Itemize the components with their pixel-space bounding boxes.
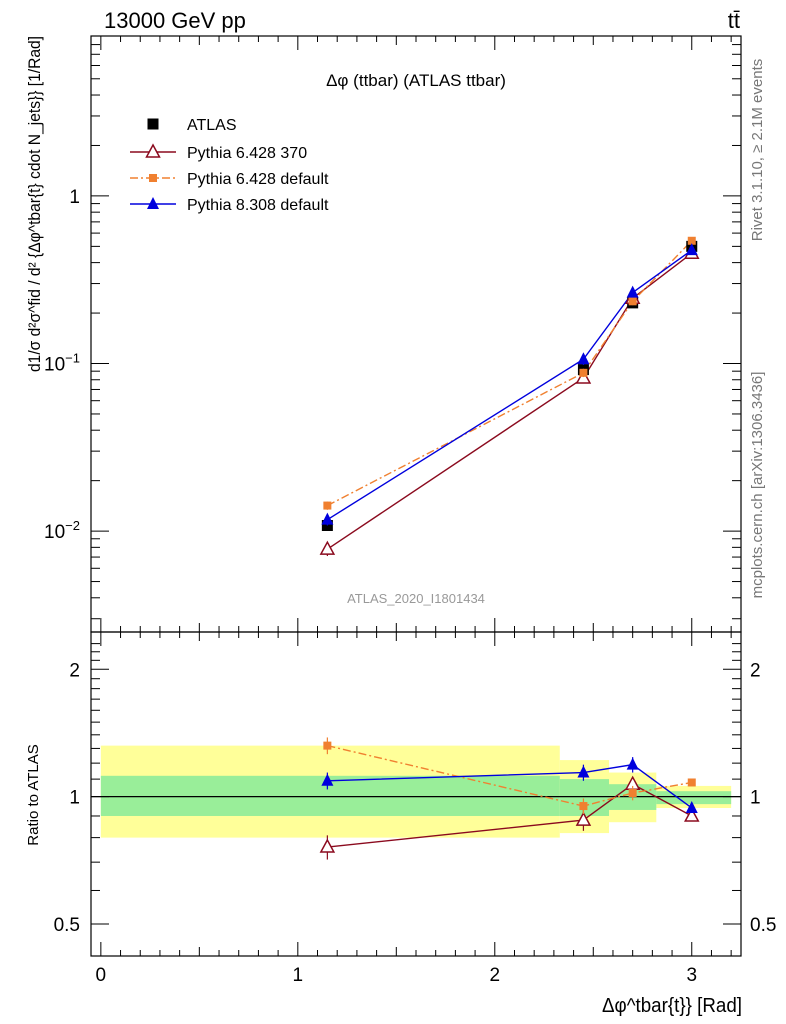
ratio-point (628, 788, 637, 797)
analysis-watermark: ATLAS_2020_I1801434 (347, 591, 485, 606)
data-point (628, 297, 637, 306)
x-axis-label: Δφ^tbar{t}} [Rad] (602, 995, 742, 1017)
y-tick-label-right: 2 (750, 660, 761, 681)
ratio-point (683, 807, 700, 822)
y-tick-label-right: 0.5 (750, 915, 776, 936)
y-tick-label: 0.5 (54, 915, 80, 936)
legend-label: Pythia 8.308 default (187, 197, 329, 214)
chart-title: Δφ (ttbar) (ATLAS ttbar) (326, 71, 506, 90)
y-tick-label-base: 10 (44, 355, 65, 376)
ratio-point (575, 811, 592, 826)
data-point (626, 285, 639, 298)
ratio-series-line (327, 763, 693, 809)
data-point (319, 540, 336, 555)
data-point (685, 243, 698, 256)
data-point (323, 501, 332, 510)
legend-marker (147, 197, 159, 209)
ratio-series-line (327, 744, 692, 807)
data-point (577, 352, 590, 365)
legend-marker (145, 143, 161, 158)
data-point (321, 512, 334, 525)
series-line (326, 249, 693, 521)
series-line (326, 252, 693, 550)
y-tick-label-exponent: −1 (65, 351, 80, 366)
series-line (327, 240, 693, 507)
y-tick-label-base: 1 (69, 187, 80, 208)
data-point (687, 236, 696, 245)
ratio-point (687, 778, 696, 787)
ratio-frame (90, 631, 742, 957)
legend-marker (149, 174, 157, 182)
rivet-version-label: Rivet 3.1.10, ≥ 2.1M events (749, 59, 766, 242)
ratio-series-line (327, 783, 693, 848)
ratio-plot-panel: 0.5 0.5 1 1 2 2 0 1 2 3 Ratio to ATLAS Δφ^tbar{t}} … (25, 631, 776, 1017)
y-tick-label: 1 (69, 187, 80, 208)
ratio-point (626, 757, 639, 770)
legend-label: Pythia 6.428 default (187, 171, 329, 188)
ratio-point (577, 765, 590, 778)
data-point (579, 368, 588, 377)
source-label: mcplots.cern.ch [arXiv:1306.3436] (749, 372, 766, 599)
y-tick-label: 10−1 (44, 351, 80, 376)
y-tick-label-exponent: −2 (65, 518, 80, 533)
legend-label: Pythia 6.428 370 (187, 145, 307, 162)
ratio-y-axis-label: Ratio to ATLAS (25, 744, 42, 845)
x-tick-label: 0 (96, 965, 107, 986)
ratio-point (321, 773, 334, 786)
y-tick-label: 1 (69, 788, 80, 809)
x-tick-label: 2 (489, 965, 500, 986)
y-tick-label-base: 10 (44, 522, 65, 543)
ratio-point (685, 800, 698, 813)
energy-label: 13000 GeV pp (104, 8, 246, 33)
y-tick-label-right: 1 (750, 788, 761, 809)
process-label: tt̄ (728, 8, 740, 33)
uncertainty-band-inner (656, 791, 732, 805)
ratio-point (319, 838, 336, 853)
ratio-point (579, 802, 588, 811)
legend-marker (147, 118, 159, 130)
legend-label: ATLAS (187, 117, 237, 134)
x-tick-label: 1 (293, 965, 304, 986)
x-tick-label: 3 (686, 965, 697, 986)
y-axis-label: d1/σ d²σ^fid / d² {Δφ^tbar{t} cdot N_jet… (25, 36, 44, 372)
y-tick-label: 10−2 (44, 518, 80, 543)
uncertainty-band-inner (559, 779, 610, 816)
y-tick-label: 2 (69, 660, 80, 681)
ratio-point (323, 741, 332, 750)
